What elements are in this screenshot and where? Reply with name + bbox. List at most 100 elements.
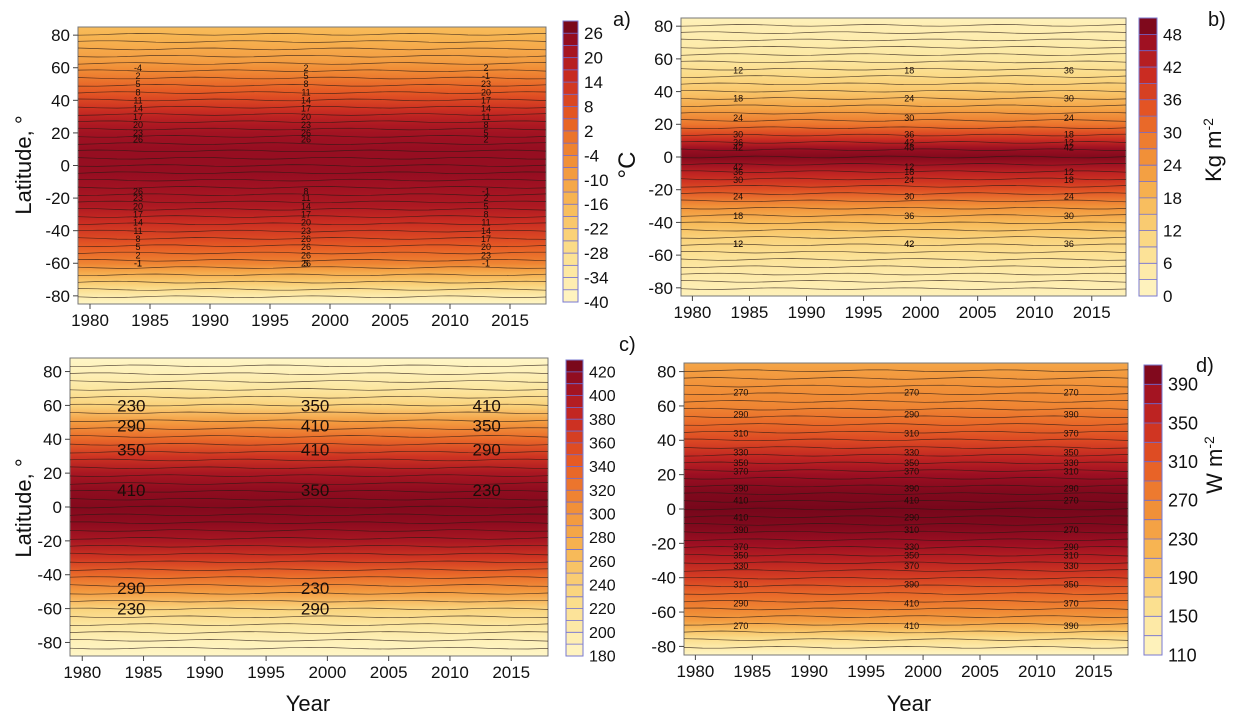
contour-line	[680, 126, 1127, 129]
contour-label: 30	[733, 175, 743, 185]
colorbar-tick-label: -10	[584, 171, 609, 190]
contour-line	[77, 120, 547, 124]
contour-label: 36	[733, 137, 743, 147]
contour-label: 23	[481, 250, 491, 260]
contour-label: 330	[1064, 561, 1079, 571]
contour-label: 290	[904, 513, 919, 523]
colorbar-band	[563, 21, 578, 34]
colorbar-tick-label: 12	[1163, 222, 1182, 241]
panel-b-contours	[680, 24, 1127, 290]
contour-line	[69, 388, 549, 391]
contour-line	[680, 89, 1127, 93]
colorbar-band	[1139, 197, 1157, 215]
panel-c-colorbar: 420 400 380 360 340 320 300 280 260 240 220 200 180	[565, 359, 616, 666]
panel-c-x-axis-label: Year	[286, 691, 330, 715]
contour-line	[69, 490, 549, 493]
contour-line	[77, 142, 547, 145]
colorbar-band	[566, 419, 583, 432]
contour-line	[69, 497, 549, 501]
contour-line	[69, 403, 549, 407]
contour-label: 12	[904, 162, 914, 172]
y-tick-label: 80	[657, 363, 676, 382]
panel-d-unit-exponent: -2	[1201, 436, 1217, 449]
contour-line	[683, 454, 1129, 457]
x-tick-label: 1980	[63, 663, 101, 682]
colorbar-frame	[565, 359, 584, 657]
contour-label: 410	[301, 417, 329, 436]
colorbar-frame	[1138, 17, 1158, 297]
contour-label: 330	[904, 448, 919, 458]
colorbar-band	[563, 265, 578, 278]
colorbar-band	[563, 179, 578, 193]
contour-line	[680, 163, 1127, 166]
panel-b-x-ticks: 1980 1985 1990 1995 2000 2005 2010 2015	[673, 296, 1111, 322]
contour-line	[680, 82, 1127, 86]
contour-line	[683, 400, 1129, 403]
colorbar-band	[566, 502, 583, 515]
contour-label: 310	[1064, 466, 1079, 476]
contour-label: 18	[1064, 175, 1074, 185]
colorbar-band	[1139, 181, 1157, 199]
colorbar-band	[1139, 246, 1157, 264]
contour-line	[77, 266, 547, 269]
colorbar-band	[1144, 558, 1162, 579]
contour-label: 14	[481, 226, 491, 236]
contour-label: 350	[473, 417, 501, 436]
contour-label: 330	[904, 542, 919, 552]
contour-label: 390	[733, 484, 748, 494]
colorbar-band	[566, 596, 583, 610]
colorbar-band	[566, 573, 583, 586]
panel-b-contour-labels: 1218243036421218243036421218243036424842…	[733, 66, 1074, 249]
contour-label: 330	[1064, 458, 1079, 468]
y-tick-label: -60	[45, 254, 70, 273]
contour-line	[69, 411, 548, 415]
colorbar-tick-label: 310	[1168, 452, 1198, 472]
contour-label: 30	[904, 113, 914, 123]
contour-line	[683, 377, 1129, 380]
contour-line	[683, 630, 1129, 634]
contour-label: 350	[1064, 580, 1079, 590]
colorbar-band	[563, 192, 578, 205]
contour-line	[680, 67, 1126, 71]
contour-line	[680, 97, 1127, 100]
contour-label: 5	[303, 258, 308, 268]
contour-label: -1	[134, 258, 142, 268]
colorbar-tick-label: 30	[1163, 123, 1182, 142]
colorbar-tick-label: 42	[1163, 58, 1182, 77]
y-tick-label: -20	[37, 532, 62, 551]
contour-label: -1	[482, 258, 490, 268]
colorbar-band	[1144, 519, 1162, 540]
colorbar-frame	[1143, 364, 1163, 656]
contour-label: 370	[1064, 429, 1079, 439]
contour-label: 290	[117, 417, 145, 436]
colorbar-band	[566, 632, 583, 645]
contour-label: 24	[1064, 113, 1074, 123]
panel-d-unit-base: W m	[1202, 449, 1227, 494]
colorbar-tick-label: -4	[584, 146, 599, 165]
colorbar-band	[563, 118, 578, 132]
colorbar-band	[563, 155, 578, 169]
contour-label: 330	[733, 448, 748, 458]
x-tick-label: 1985	[733, 662, 771, 681]
contour-label: 290	[1064, 542, 1079, 552]
contour-line	[70, 521, 549, 524]
contour-label: 24	[733, 191, 743, 201]
contour-line	[69, 395, 549, 399]
colorbar-band	[1139, 67, 1157, 84]
contour-line	[77, 113, 547, 116]
contour-label: 2	[135, 71, 140, 81]
contour-line	[77, 127, 547, 131]
y-tick-label: 60	[657, 397, 676, 416]
colorbar-tick-label: 260	[589, 554, 616, 571]
panel-a-contour-labels: -4258111417202326-1258111417202326-12581…	[133, 63, 491, 268]
colorbar-band	[563, 82, 578, 95]
contour-label: 36	[1064, 66, 1074, 76]
y-tick-label: -40	[45, 222, 70, 241]
contour-line	[69, 443, 549, 446]
contour-line	[683, 638, 1129, 641]
contour-label: 12	[1064, 167, 1074, 177]
contour-line	[77, 171, 547, 175]
contour-line	[680, 287, 1127, 290]
contour-line	[69, 529, 549, 532]
colorbar-tick-label: 270	[1168, 491, 1198, 511]
